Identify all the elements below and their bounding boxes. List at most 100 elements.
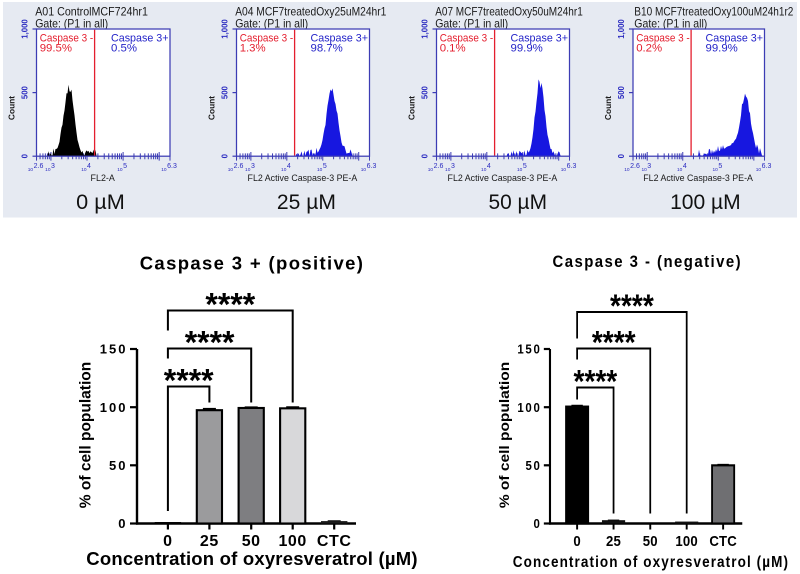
svg-text:100: 100 xyxy=(675,532,697,549)
svg-text:0: 0 xyxy=(118,516,127,531)
svg-text:10: 10 xyxy=(481,167,487,173)
svg-text:CTC: CTC xyxy=(317,533,352,550)
svg-text:0.2%: 0.2% xyxy=(636,43,662,55)
svg-text:Caspase 3 -: Caspase 3 - xyxy=(636,32,690,44)
svg-text:5: 5 xyxy=(323,163,327,170)
svg-text:Gate: (P1 in all): Gate: (P1 in all) xyxy=(35,16,108,30)
svg-text:Caspase 3+: Caspase 3+ xyxy=(706,32,764,44)
svg-text:Caspase 3 + (positive): Caspase 3 + (positive) xyxy=(140,253,365,274)
svg-text:Count: Count xyxy=(7,96,17,120)
svg-text:10: 10 xyxy=(445,167,451,173)
svg-text:3: 3 xyxy=(451,163,455,170)
svg-text:2.6: 2.6 xyxy=(34,163,44,170)
svg-text:10: 10 xyxy=(45,167,51,173)
svg-text:150: 150 xyxy=(100,342,128,357)
svg-text:2.6: 2.6 xyxy=(630,163,640,170)
svg-text:Count: Count xyxy=(603,96,613,120)
svg-text:0.5%: 0.5% xyxy=(111,43,137,55)
svg-text:1,000: 1,000 xyxy=(421,19,430,39)
svg-text:Caspase 3 - (negative): Caspase 3 - (negative) xyxy=(552,253,742,271)
svg-text:****: **** xyxy=(205,286,255,322)
svg-text:Caspase 3+: Caspase 3+ xyxy=(111,32,169,44)
svg-text:****: **** xyxy=(592,326,636,361)
svg-text:0 µM: 0 µM xyxy=(76,190,125,214)
svg-text:150: 150 xyxy=(517,342,541,357)
svg-text:Caspase 3+: Caspase 3+ xyxy=(511,32,569,44)
svg-text:100: 100 xyxy=(278,533,307,550)
svg-text:0: 0 xyxy=(573,532,581,549)
svg-text:1.3%: 1.3% xyxy=(240,43,266,55)
svg-text:% of cell population: % of cell population xyxy=(78,362,95,508)
svg-text:10: 10 xyxy=(624,167,630,173)
svg-text:10: 10 xyxy=(317,167,323,173)
svg-text:50: 50 xyxy=(242,533,261,550)
svg-text:4: 4 xyxy=(683,163,687,170)
svg-text:CTC: CTC xyxy=(709,532,737,549)
svg-text:1,000: 1,000 xyxy=(221,19,230,39)
svg-text:0: 0 xyxy=(163,533,173,550)
svg-text:10: 10 xyxy=(712,167,718,173)
svg-text:99.9%: 99.9% xyxy=(511,43,543,55)
svg-text:99.9%: 99.9% xyxy=(706,43,738,55)
svg-text:Caspase 3 -: Caspase 3 - xyxy=(440,32,494,44)
svg-text:Caspase 3 -: Caspase 3 - xyxy=(40,32,94,44)
svg-text:2.6: 2.6 xyxy=(434,163,444,170)
svg-text:10: 10 xyxy=(641,167,647,173)
svg-text:50: 50 xyxy=(109,458,127,473)
svg-text:Gate: (P1 in all): Gate: (P1 in all) xyxy=(235,16,308,30)
svg-text:Count: Count xyxy=(207,96,217,120)
svg-text:6.3: 6.3 xyxy=(167,163,177,170)
svg-text:10: 10 xyxy=(428,167,434,173)
svg-text:10: 10 xyxy=(161,167,167,173)
svg-text:10: 10 xyxy=(281,167,287,173)
svg-text:A01 ControlMCF724hr1: A01 ControlMCF724hr1 xyxy=(35,4,148,18)
svg-text:Gate: (P1 in all): Gate: (P1 in all) xyxy=(435,16,508,30)
svg-text:100 µM: 100 µM xyxy=(670,190,741,214)
svg-text:0: 0 xyxy=(221,153,230,158)
svg-text:99.5%: 99.5% xyxy=(40,43,72,55)
svg-text:100: 100 xyxy=(100,400,128,415)
svg-text:1,000: 1,000 xyxy=(617,19,626,39)
svg-text:4: 4 xyxy=(87,163,91,170)
svg-text:10: 10 xyxy=(517,167,523,173)
svg-text:6.3: 6.3 xyxy=(367,163,377,170)
svg-text:****: **** xyxy=(610,289,654,324)
svg-text:100: 100 xyxy=(517,400,541,415)
svg-text:A04 MCF7treatedOxy25uM24hr1: A04 MCF7treatedOxy25uM24hr1 xyxy=(235,4,386,18)
svg-text:FL2 Active Caspase-3 PE-A: FL2 Active Caspase-3 PE-A xyxy=(248,173,358,183)
svg-text:10: 10 xyxy=(677,167,683,173)
svg-text:A07 MCF7treatedOxy50uM24hr1: A07 MCF7treatedOxy50uM24hr1 xyxy=(435,4,583,18)
svg-text:0: 0 xyxy=(534,517,542,532)
svg-text:% of cell population: % of cell population xyxy=(498,362,513,508)
svg-text:25: 25 xyxy=(606,532,621,549)
svg-text:5: 5 xyxy=(123,163,127,170)
svg-text:25 µM: 25 µM xyxy=(277,190,336,214)
svg-text:0: 0 xyxy=(617,153,626,158)
svg-text:10: 10 xyxy=(361,167,367,173)
svg-text:3: 3 xyxy=(251,163,255,170)
svg-text:25: 25 xyxy=(200,533,219,550)
svg-text:****: **** xyxy=(574,365,618,400)
svg-text:10: 10 xyxy=(561,167,567,173)
svg-text:0: 0 xyxy=(21,153,30,158)
svg-text:1,000: 1,000 xyxy=(21,19,30,39)
svg-text:5: 5 xyxy=(523,163,527,170)
svg-text:0.1%: 0.1% xyxy=(440,43,466,55)
svg-text:Caspase 3 -: Caspase 3 - xyxy=(240,32,294,44)
svg-text:3: 3 xyxy=(51,163,55,170)
svg-text:10: 10 xyxy=(117,167,123,173)
svg-text:10: 10 xyxy=(756,167,762,173)
svg-text:500: 500 xyxy=(617,85,626,99)
svg-text:****: **** xyxy=(164,362,214,398)
svg-text:FL2 Active Caspase-3 PE-A: FL2 Active Caspase-3 PE-A xyxy=(643,173,753,183)
svg-text:5: 5 xyxy=(718,163,722,170)
svg-text:Gate: (P1 in all): Gate: (P1 in all) xyxy=(634,16,707,30)
svg-text:FL2-A: FL2-A xyxy=(91,173,115,183)
svg-text:Caspase 3+: Caspase 3+ xyxy=(311,32,369,44)
svg-text:4: 4 xyxy=(287,163,291,170)
svg-text:B10 MCF7treatedOxy100uM24h1r2: B10 MCF7treatedOxy100uM24h1r2 xyxy=(634,4,793,18)
svg-text:500: 500 xyxy=(21,85,30,99)
svg-text:Concentration of oxyresveratro: Concentration of oxyresveratrol (µM) xyxy=(86,548,417,569)
svg-text:0: 0 xyxy=(421,153,430,158)
svg-text:10: 10 xyxy=(245,167,251,173)
